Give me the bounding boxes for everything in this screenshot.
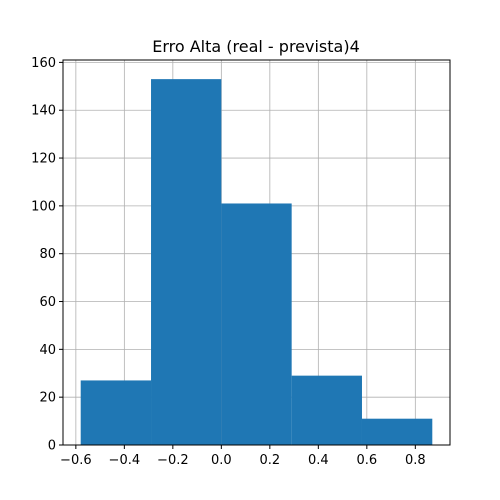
y-tick-label-6: 120 — [31, 152, 56, 167]
y-tick-label-1: 20 — [39, 391, 56, 406]
y-tick-label-7: 140 — [31, 104, 56, 119]
histogram-bar-2 — [221, 203, 292, 445]
histogram-bar-1 — [151, 79, 222, 445]
plot-frame — [62, 59, 451, 446]
x-tick-label-2: −0.2 — [157, 453, 189, 468]
axes: −0.6 −0.4 −0.2 0.0 0.2 0.4 0.6 0.8 0 20 40 60 80 100 1… — [31, 56, 451, 468]
y-tick-label-2: 40 — [39, 343, 56, 358]
y-tick-label-3: 60 — [39, 295, 56, 310]
y-tick-label-4: 80 — [39, 247, 56, 262]
y-tick-label-0: 0 — [48, 439, 56, 454]
histogram-bar-0 — [80, 380, 152, 445]
histogram-bar-4 — [361, 418, 433, 445]
y-tick-label-5: 100 — [31, 199, 56, 214]
x-tick-label-6: 0.6 — [356, 453, 377, 468]
y-tick-label-8: 160 — [31, 56, 56, 71]
histogram-bar-3 — [291, 375, 362, 445]
x-tick-label-5: 0.4 — [308, 453, 329, 468]
x-tick-label-4: 0.2 — [259, 453, 280, 468]
x-tick-label-1: −0.4 — [109, 453, 141, 468]
x-tick-label-3: 0.0 — [211, 453, 232, 468]
bars — [80, 79, 433, 445]
x-tick-label-7: 0.8 — [405, 453, 426, 468]
chart-title: Erro Alta (real - prevista)4 — [152, 37, 360, 56]
x-tick-label-0: −0.6 — [60, 453, 92, 468]
